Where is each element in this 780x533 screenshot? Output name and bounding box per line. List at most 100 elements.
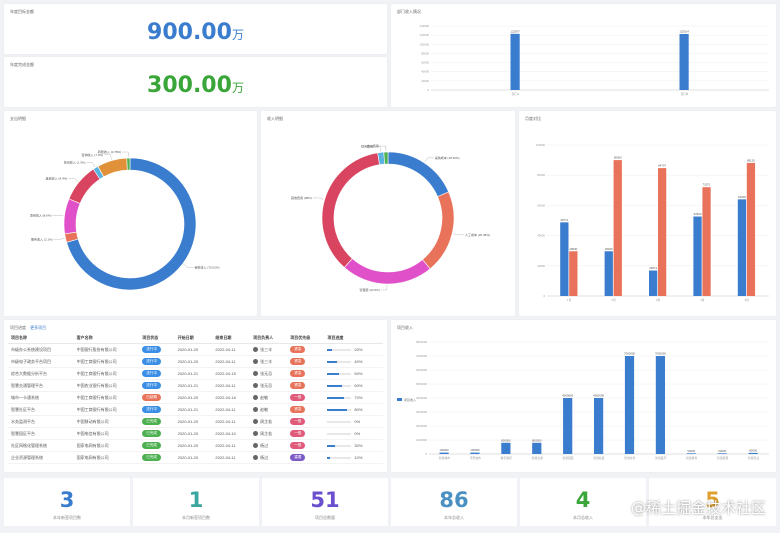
bar-value-label: 122877 [510, 29, 520, 33]
pie-slice[interactable] [321, 152, 380, 268]
avatar [253, 406, 259, 412]
bar-value-label: 88120 [747, 158, 755, 162]
bar[interactable] [560, 222, 569, 296]
avatar [253, 370, 259, 376]
bar[interactable] [693, 216, 702, 296]
slice-label: 采购成本 (18.52%) [435, 155, 460, 160]
end-date: 2022-04-11 [212, 379, 251, 392]
progress-cell: 30% [324, 439, 383, 452]
priority-cell: 紧急 [287, 379, 325, 392]
stat-number: 5 [705, 488, 720, 512]
client-name: 国家电网有限公司 [73, 451, 140, 464]
table-row[interactable]: 城市一卡通系统 中国工商银行有限公司 已超期 2020-01-20 2022-04-16… [8, 391, 383, 404]
end-date: 2022-04-11 [212, 343, 251, 356]
pie-slice[interactable] [97, 157, 128, 178]
pie-slice[interactable] [63, 198, 81, 235]
slice-label: 管理费 (22.5%) [360, 287, 380, 292]
progress-bar [327, 348, 352, 351]
slice-label: 项目收入 (8.6%) [30, 212, 52, 217]
pie-slice[interactable] [343, 258, 431, 285]
status-cell: 已完成 [139, 415, 175, 428]
status-cell: 进行中 [139, 403, 175, 416]
bar[interactable] [439, 452, 449, 454]
bar[interactable] [563, 398, 573, 454]
client-name: 中国移动有限公司 [73, 415, 140, 428]
bar-value-label: 50000 [718, 449, 726, 453]
card-title: 部门收入情况 [397, 9, 421, 14]
project-table: 项目名称 客户名称 项目状态 开始日期 结束日期 项目负责人 项目优先级 项目进度 市级办公系… [8, 333, 383, 464]
legend-label: 项目收入 [404, 397, 416, 402]
table-row[interactable]: 智慧园区平台 中国电信有限公司 已完成 2020-01-20 2022-04-10 周芷若… [8, 427, 383, 440]
bar[interactable] [658, 168, 667, 296]
bar[interactable] [655, 356, 666, 454]
status-cell: 进行中 [139, 379, 175, 392]
table-row[interactable]: 综合大数据分析平台 中国工商银行有限公司 进行中 2020-01-21 2022-04-… [8, 367, 383, 380]
bar[interactable] [532, 442, 542, 454]
column-header: 项目负责人 [250, 333, 288, 344]
bar[interactable] [737, 199, 747, 296]
project-table-card: 项目进度 更多项目 项目名称 客户名称 项目状态 开始日期 结束日期 项目负责人 项目优先级… [4, 320, 387, 472]
bar[interactable] [594, 398, 604, 454]
pie-slice[interactable] [68, 168, 101, 204]
start-date: 2020-01-20 [174, 391, 213, 404]
priority-cell: 紧急 [287, 367, 325, 380]
x-tick-label: 智慧城市 [439, 456, 450, 460]
start-date: 2020-01-21 [174, 379, 213, 392]
status-badge: 已完成 [142, 418, 162, 425]
pie-slice[interactable] [126, 157, 131, 171]
bar-value-label: 7000000 [655, 352, 666, 356]
x-tick-label: 智慧能源 [717, 456, 728, 460]
status-badge: 已完成 [142, 442, 162, 449]
progress-cell: 0% [324, 415, 383, 428]
slice-label: 服务收入 (2.1%) [31, 236, 53, 241]
table-row[interactable]: 智慧交通管理平台 中国农业银行有限公司 进行中 2020-01-21 2022-04-1… [8, 379, 383, 392]
bar[interactable] [679, 33, 689, 90]
table-row[interactable]: 市级电子政务平台项目 中国工商银行有限公司 进行中 2020-01-20 2022-04… [8, 355, 383, 368]
bar[interactable] [510, 33, 520, 90]
table-row[interactable]: 智慧社区平台 中国工商银行有限公司 进行中 2020-01-21 2022-04-11 赵… [8, 403, 383, 416]
stat-number: 3 [59, 488, 75, 512]
stat-label: 年度完成金额 [10, 62, 34, 67]
avatar [253, 358, 259, 364]
table-row[interactable]: 社区网格化管理系统 国家电网有限公司 已完成 2020-01-20 2022-04-11… [8, 439, 383, 452]
y-tick-label: 120000 [420, 33, 430, 37]
bar[interactable] [649, 270, 658, 296]
bar[interactable] [624, 356, 635, 454]
status-cell: 已完成 [139, 427, 175, 440]
progress-bar [327, 360, 352, 363]
legend-swatch [397, 398, 402, 401]
summary-stat-card: 5 本年总支出 [649, 478, 776, 526]
bar[interactable] [702, 187, 711, 296]
bar[interactable] [746, 162, 756, 296]
y-tick-label: 40000 [421, 70, 429, 74]
table-row[interactable]: 企业资源管理系统 国家电网有限公司 已完成 2020-01-20 2022-04-11 杨… [8, 451, 383, 464]
project-income-card: 项目收入 0 1000000 2000000 3000000 4000000 500000… [391, 320, 776, 472]
pie-slice[interactable] [421, 191, 455, 270]
more-link[interactable]: 更多项目 [30, 325, 47, 330]
project-name: 智慧社区平台 [8, 403, 74, 416]
start-date: 2020-01-20 [174, 415, 213, 428]
bar[interactable] [717, 453, 727, 454]
summary-stat-card: 4 本月总收入 [520, 478, 646, 526]
x-tick-label: 智慧交通 [532, 456, 543, 460]
table-row[interactable]: 水务监测平台 中国移动有限公司 已完成 2020-01-20 2022-04-11 周芷若… [8, 415, 383, 428]
table-row[interactable]: 市级办公系统建设项目 中国银行股份有限公司 进行中 2020-01-20 2022-04… [8, 343, 383, 356]
avatar [253, 442, 259, 448]
bar[interactable] [470, 452, 480, 454]
bar-value-label: 80000 [749, 448, 757, 452]
owner-cell: 周芷若 [250, 415, 288, 428]
bar[interactable] [501, 442, 511, 454]
label-leader-line [380, 284, 388, 291]
bar-value-label: 800000 [532, 438, 542, 442]
start-date: 2020-01-21 [174, 367, 213, 380]
bar[interactable] [604, 251, 613, 296]
bar[interactable] [569, 251, 578, 296]
avatar [253, 394, 259, 400]
bar[interactable] [686, 453, 696, 454]
y-tick-label: 2000000 [416, 424, 427, 428]
pie-slice[interactable] [383, 151, 389, 165]
card-title: 项目收入 [397, 325, 413, 330]
bar[interactable] [748, 452, 758, 454]
status-badge: 进行中 [142, 358, 162, 365]
bar[interactable] [613, 160, 622, 296]
